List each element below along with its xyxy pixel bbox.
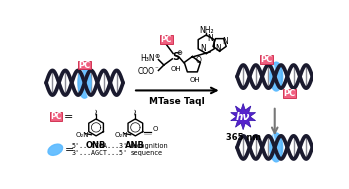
Ellipse shape <box>270 133 283 162</box>
Ellipse shape <box>48 144 62 155</box>
Ellipse shape <box>78 67 91 98</box>
Text: S: S <box>172 52 179 62</box>
Polygon shape <box>46 70 59 84</box>
Text: 365 nm: 365 nm <box>226 133 261 142</box>
Polygon shape <box>237 64 250 77</box>
Text: 3'...AGCT...5': 3'...AGCT...5' <box>72 150 127 156</box>
Text: PC: PC <box>79 60 91 70</box>
Polygon shape <box>275 64 287 77</box>
Text: OH: OH <box>190 77 200 83</box>
Text: ⊕: ⊕ <box>176 50 182 57</box>
Text: N: N <box>200 44 206 53</box>
Text: N: N <box>222 37 228 46</box>
Polygon shape <box>262 147 275 160</box>
Text: =: = <box>64 112 73 122</box>
Text: ONB: ONB <box>86 141 106 150</box>
Polygon shape <box>237 147 250 160</box>
Text: COO: COO <box>138 67 155 76</box>
Text: =: = <box>65 145 74 155</box>
Text: MTase TaqI: MTase TaqI <box>149 97 205 106</box>
Text: NH₂: NH₂ <box>199 26 214 35</box>
Text: PC: PC <box>161 35 172 44</box>
FancyBboxPatch shape <box>260 55 273 64</box>
Text: ∼: ∼ <box>131 106 140 115</box>
Polygon shape <box>110 70 123 84</box>
Text: O₂N: O₂N <box>75 132 89 138</box>
Text: OH: OH <box>170 66 181 72</box>
FancyBboxPatch shape <box>283 89 296 98</box>
Text: ⊕: ⊕ <box>154 54 159 59</box>
Text: O: O <box>195 56 201 65</box>
Text: O₂N: O₂N <box>115 132 128 138</box>
Polygon shape <box>287 64 300 77</box>
Polygon shape <box>287 147 300 160</box>
Text: PC: PC <box>260 55 272 64</box>
FancyBboxPatch shape <box>50 112 62 121</box>
Polygon shape <box>250 64 262 77</box>
Polygon shape <box>262 64 275 77</box>
Text: PC: PC <box>50 112 62 121</box>
Text: O: O <box>152 126 158 132</box>
Polygon shape <box>300 64 312 77</box>
Polygon shape <box>275 147 287 160</box>
Text: H₃N: H₃N <box>140 54 155 63</box>
Text: ∼: ∼ <box>91 106 101 115</box>
Polygon shape <box>84 70 97 84</box>
Polygon shape <box>97 70 110 84</box>
FancyBboxPatch shape <box>78 60 91 70</box>
Text: N: N <box>215 44 221 53</box>
Text: sequence: sequence <box>131 150 163 156</box>
Text: N: N <box>207 34 213 43</box>
FancyBboxPatch shape <box>160 35 172 44</box>
Polygon shape <box>72 70 84 84</box>
Polygon shape <box>300 147 312 160</box>
Polygon shape <box>59 70 72 84</box>
Text: PC: PC <box>283 89 296 98</box>
Text: recognition: recognition <box>131 143 169 149</box>
Text: hν: hν <box>236 112 250 122</box>
Text: 5'...TCGA...3': 5'...TCGA...3' <box>72 143 127 149</box>
Text: ⁻: ⁻ <box>155 67 158 73</box>
Polygon shape <box>231 104 255 130</box>
Ellipse shape <box>270 62 283 91</box>
Polygon shape <box>250 147 262 160</box>
Text: ANB: ANB <box>125 141 145 150</box>
